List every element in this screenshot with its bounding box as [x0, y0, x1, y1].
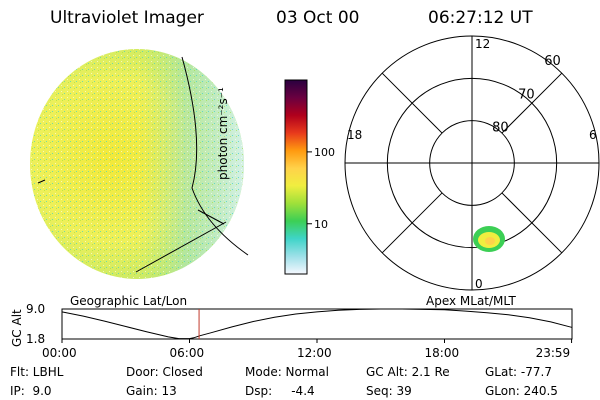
mlt-label-6: 6 [589, 128, 597, 142]
altitude-x-tick-label: 18:00 [425, 346, 460, 360]
footer-field: Seq: 39 [366, 384, 412, 398]
footer-field: IP: 9.0 [10, 384, 52, 398]
footer-field: GC Alt: 2.1 Re [366, 365, 450, 379]
terminator-line [181, 56, 249, 256]
footer-field: GLat: -77.7 [485, 365, 552, 379]
mlat-ring-70 [386, 77, 558, 249]
altitude-y-tick-label: 9.0 [26, 302, 45, 316]
uv-disc-nightside [140, 49, 244, 279]
altitude-x-tick-label: 23:59 [536, 346, 571, 360]
mlat-label-70: 70 [518, 87, 535, 102]
mlt-label-0: 0 [475, 277, 483, 291]
colorbar-tick-label: 100 [314, 146, 335, 159]
mlt-label-12: 12 [475, 37, 490, 51]
colorbar-gradient [284, 79, 308, 275]
altitude-x-tick-label: 12:00 [297, 346, 332, 360]
instrument-title: Ultraviolet Imager [50, 8, 204, 28]
time-label: 06:27:12 UT [428, 8, 533, 28]
footer-field: Dsp: -4.4 [245, 384, 315, 398]
mlat-label-80: 80 [492, 121, 509, 136]
colorbar-unit-label: photon cm⁻²s⁻¹ [216, 87, 230, 180]
mlat-ring-80 [429, 120, 515, 206]
mlat-label-60: 60 [544, 54, 561, 69]
mlt-spoke [501, 192, 563, 254]
altitude-y-tick-label: 1.8 [26, 332, 45, 346]
footer-field: Gain: 13 [126, 384, 177, 398]
altitude-series-line [61, 308, 572, 340]
footer-field: Flt: LBHL [10, 365, 64, 379]
footer-field: Door: Closed [126, 365, 203, 379]
mlt-label-18: 18 [347, 128, 362, 142]
polar-caption: Apex MLat/MLT [426, 294, 516, 308]
date-label: 03 Oct 00 [276, 8, 360, 28]
mlt-spoke [381, 192, 443, 254]
auroral-spot [473, 226, 505, 252]
altitude-axis-label: GC Alt [10, 309, 24, 347]
footer-field: Mode: Normal [245, 365, 329, 379]
disc-mark [37, 179, 46, 184]
mlt-spoke [501, 72, 563, 134]
meridian-line [135, 221, 227, 273]
meridian-line-2 [197, 209, 225, 225]
altitude-chart-frame [61, 308, 573, 340]
mlt-spoke [381, 72, 443, 134]
footer-field: GLon: 240.5 [485, 384, 558, 398]
colorbar-tick-label: 10 [314, 218, 328, 231]
colorbar: 100 10 [284, 79, 335, 275]
altitude-x-tick-label: 06:00 [170, 346, 205, 360]
mlat-ring-60 [344, 35, 600, 291]
image-caption: Geographic Lat/Lon [70, 294, 188, 308]
altitude-x-tick-label: 00:00 [42, 346, 77, 360]
